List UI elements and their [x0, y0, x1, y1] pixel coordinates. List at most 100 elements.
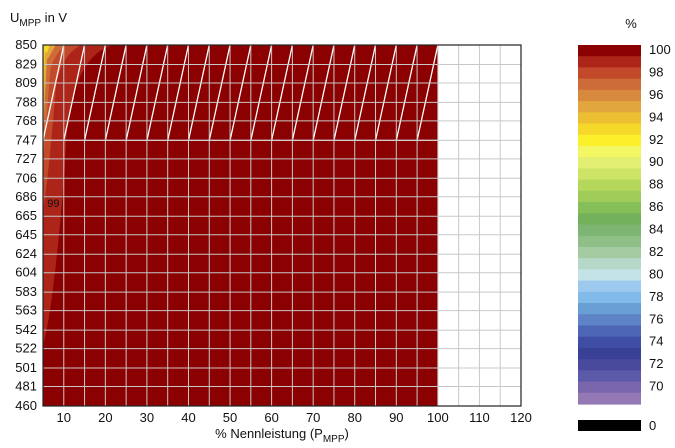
hatch-line — [146, 45, 169, 141]
legend-swatch-below — [578, 420, 641, 431]
legend-swatch — [578, 134, 641, 147]
legend-swatch — [578, 392, 641, 405]
contour-band-93 — [43, 45, 50, 406]
y-tick-label: 645 — [15, 227, 37, 242]
x-tick-label: 10 — [57, 410, 71, 425]
hatch-line — [250, 45, 273, 141]
axes: 10 20 30 40 50 60 70 80 90 100 110 120 460 481 501 522 5… — [15, 37, 532, 425]
legend-label: 96 — [649, 87, 663, 102]
legend-label-below: 0 — [649, 418, 656, 433]
legend-label: 90 — [649, 154, 663, 169]
legend-swatch — [578, 235, 641, 248]
hatch-line — [229, 45, 252, 141]
legend-swatch — [578, 258, 641, 270]
y-tick-label: 747 — [15, 132, 37, 147]
legend-swatch — [578, 269, 641, 282]
legend-label: 86 — [649, 199, 663, 214]
legend-swatch — [578, 112, 641, 125]
legend-swatch — [578, 303, 641, 315]
hatch-line — [187, 45, 210, 141]
legend-swatch — [578, 314, 641, 327]
legend-swatch — [578, 157, 641, 170]
hatch-line — [167, 45, 190, 141]
legend-unit-label: % — [625, 16, 637, 31]
legend-swatch — [578, 336, 641, 349]
legend-swatch — [578, 359, 641, 371]
y-tick-label: 686 — [15, 189, 37, 204]
legend-label: 94 — [649, 109, 663, 124]
legend-swatch — [578, 89, 641, 102]
x-tick-label: 80 — [348, 410, 362, 425]
y-tick-label: 604 — [15, 265, 37, 280]
legend-swatch — [578, 67, 641, 80]
y-tick-label: 563 — [15, 303, 37, 318]
legend-label: 100 — [649, 42, 671, 57]
legend-label: 88 — [649, 177, 663, 192]
hatch-line — [43, 45, 65, 141]
contour-band-95 — [43, 45, 56, 406]
y-tick-label: 829 — [15, 56, 37, 71]
x-tick-label: 60 — [264, 410, 278, 425]
hatch-line — [83, 45, 106, 141]
y-tick-label: 583 — [15, 284, 37, 299]
legend-label: 84 — [649, 222, 663, 237]
efficiency-field-100 — [43, 45, 438, 406]
x-tick-label: 30 — [140, 410, 154, 425]
legend-label: 80 — [649, 266, 663, 281]
legend-swatch — [578, 246, 641, 259]
hatch-line — [354, 45, 377, 141]
y-tick-label: 727 — [15, 151, 37, 166]
hatch-line — [63, 45, 86, 141]
y-tick-label: 624 — [15, 246, 37, 261]
y-axis-label: UMPP in V — [10, 10, 67, 29]
hatch-line — [270, 45, 294, 141]
hatch-line — [312, 45, 335, 141]
x-tick-label: 90 — [389, 410, 403, 425]
legend-label: 74 — [649, 334, 663, 349]
hatch-line — [374, 45, 397, 141]
legend-swatch — [578, 56, 641, 69]
legend-swatch — [578, 202, 641, 214]
legend-swatch — [578, 280, 641, 293]
legend-label: 82 — [649, 244, 663, 259]
hatch-line — [125, 45, 148, 141]
legend-swatch — [578, 168, 641, 181]
legend-label: 92 — [649, 132, 663, 147]
hatch-line — [104, 45, 127, 141]
x-axis-label: % Nennleistung (PMPP) — [215, 426, 349, 445]
x-tick-label: 120 — [510, 410, 532, 425]
y-tick-label: 809 — [15, 75, 37, 90]
legend-label: 98 — [649, 64, 663, 79]
legend-swatch — [578, 370, 641, 383]
contour-band-99 — [43, 45, 114, 406]
legend-label: 76 — [649, 311, 663, 326]
legend-label: 72 — [649, 356, 663, 371]
plot-area: 99 — [43, 44, 522, 407]
legend-swatch — [578, 224, 641, 237]
y-tick-label: 706 — [15, 170, 37, 185]
hatch-line — [416, 45, 439, 141]
legend-swatch — [578, 190, 641, 203]
efficiency-surface — [43, 45, 439, 406]
hatch-line — [208, 45, 231, 141]
hatch-line — [395, 45, 418, 141]
x-tick-label: 100 — [427, 410, 449, 425]
y-tick-label: 768 — [15, 113, 37, 128]
legend-swatch — [578, 213, 641, 226]
x-tick-label: 110 — [469, 410, 490, 425]
legend-swatch — [578, 347, 641, 360]
y-tick-label: 460 — [15, 398, 37, 413]
legend-swatch — [578, 101, 641, 113]
x-tick-label: 70 — [306, 410, 320, 425]
y-tick-label: 665 — [15, 208, 37, 223]
x-tick-label: 50 — [223, 410, 237, 425]
y-tick-label: 850 — [15, 37, 37, 52]
x-tick-label: 20 — [98, 410, 112, 425]
legend-swatch — [578, 45, 641, 57]
grid-lines — [43, 44, 522, 407]
plot-frame — [42, 44, 522, 407]
legend-swatch — [578, 291, 641, 304]
y-tick-label: 501 — [15, 360, 37, 375]
legend-swatch — [578, 145, 641, 158]
